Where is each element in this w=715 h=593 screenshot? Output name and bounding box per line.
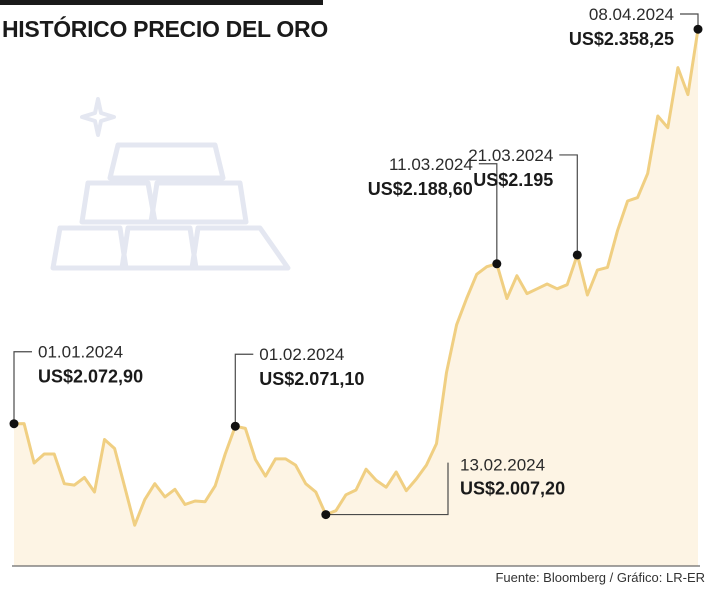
annotation-date: 08.04.2024 — [589, 5, 674, 24]
annotation-leader — [559, 154, 578, 255]
annotation-dot — [9, 419, 19, 429]
annotation-dot — [321, 510, 331, 520]
annotation-leader — [325, 462, 449, 516]
chart-title: HISTÓRICO PRECIO DEL ORO — [2, 16, 328, 42]
annotation-date: 01.01.2024 — [38, 343, 123, 362]
price-area — [14, 29, 698, 566]
annotation-value: US$2.071,10 — [259, 369, 364, 389]
annotations: 01.01.2024 US$2.072,90 01.02.2024 US$2.071,… — [9, 5, 703, 520]
annotation-value: US$2.195 — [473, 170, 553, 190]
annotation-dot — [492, 259, 502, 269]
annotation-date: 13.02.2024 — [460, 456, 545, 475]
annotation-dot — [230, 421, 240, 431]
source-note: Fuente: Bloomberg / Gráfico: LR-ER — [495, 570, 705, 585]
annotation-leader — [680, 13, 699, 30]
annotation-dot — [693, 24, 703, 34]
annotation-leader — [478, 163, 498, 264]
annotation-date: 11.03.2024 — [389, 155, 473, 174]
annotation-value: US$2.072,90 — [38, 367, 143, 387]
price-line — [12, 27, 700, 527]
annotation-value: US$2.188,60 — [368, 179, 473, 199]
annotation-value: US$2.007,20 — [460, 479, 565, 499]
annotation-value: US$2.358,25 — [569, 29, 674, 49]
annotation-date: 21.03.2024 — [468, 146, 553, 165]
annotation-dot — [572, 250, 582, 260]
gold-bars-icon — [50, 97, 291, 271]
annotation-leader — [13, 351, 32, 424]
annotation-leader — [234, 353, 254, 427]
annotation-date: 01.02.2024 — [259, 345, 344, 364]
top-rule — [0, 0, 323, 5]
